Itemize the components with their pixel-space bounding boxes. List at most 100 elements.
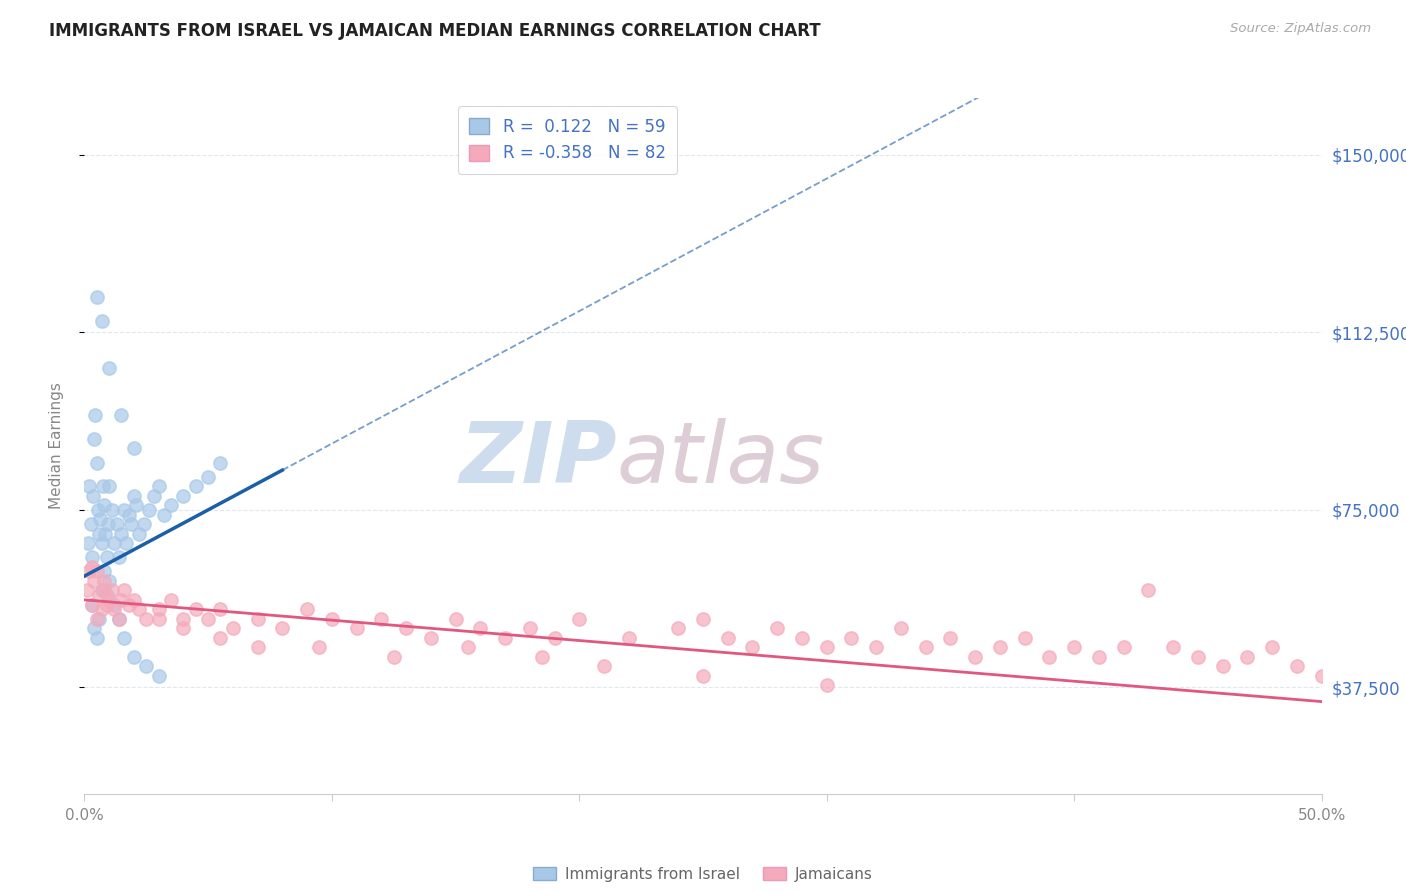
Point (914, 640, 936, 655)
Point (184, 479, 207, 493)
Point (89, 588, 111, 602)
Point (988, 640, 1011, 655)
Point (815, 678, 838, 692)
Point (100, 503, 122, 517)
Point (1285, 659, 1308, 673)
Point (86, 565, 108, 579)
Point (222, 621, 245, 635)
Point (209, 631, 232, 645)
Point (110, 592, 132, 607)
Point (86, 612, 108, 626)
Point (90, 313, 112, 327)
Point (93, 574, 115, 588)
Point (965, 649, 987, 664)
Point (90, 536, 112, 550)
Legend: Immigrants from Israel, Jamaicans: Immigrants from Israel, Jamaicans (527, 861, 879, 888)
Point (1063, 640, 1085, 655)
Point (148, 479, 170, 493)
Point (543, 631, 565, 645)
Point (346, 621, 368, 635)
Point (197, 469, 219, 483)
Point (148, 668, 170, 682)
Point (531, 649, 554, 664)
Point (666, 621, 689, 635)
Text: IMMIGRANTS FROM ISRAEL VS JAMAICAN MEDIAN EARNINGS CORRELATION CHART: IMMIGRANTS FROM ISRAEL VS JAMAICAN MEDIA… (49, 22, 821, 40)
Point (1236, 649, 1258, 664)
Point (593, 659, 616, 673)
Point (112, 503, 135, 517)
Point (568, 612, 591, 626)
Point (90, 602, 112, 616)
Point (108, 612, 131, 626)
Point (135, 659, 157, 673)
Point (470, 621, 492, 635)
Point (105, 517, 128, 532)
Point (1310, 668, 1333, 682)
Point (148, 602, 170, 616)
Point (766, 621, 789, 635)
Point (112, 631, 135, 645)
Point (172, 621, 194, 635)
Point (271, 621, 294, 635)
Point (135, 612, 157, 626)
Text: Source: ZipAtlas.com: Source: ZipAtlas.com (1230, 22, 1371, 36)
Point (84, 409, 107, 423)
Point (98, 574, 121, 588)
Point (83, 574, 105, 588)
Text: ZIP: ZIP (458, 418, 616, 501)
Point (184, 602, 207, 616)
Point (519, 621, 541, 635)
Point (122, 649, 145, 664)
Point (122, 592, 145, 607)
Point (103, 598, 125, 612)
Point (80, 550, 103, 565)
Point (138, 503, 160, 517)
Point (209, 456, 232, 470)
Point (370, 612, 392, 626)
Point (122, 489, 145, 503)
Point (246, 640, 269, 655)
Point (103, 602, 125, 616)
Point (83, 621, 105, 635)
Point (108, 612, 131, 626)
Point (160, 498, 183, 512)
Point (120, 517, 142, 532)
Y-axis label: Median Earnings: Median Earnings (49, 383, 63, 509)
Point (82, 489, 104, 503)
Point (77, 536, 100, 550)
Point (98, 592, 121, 607)
Point (865, 640, 887, 655)
Point (494, 631, 516, 645)
Point (125, 498, 148, 512)
Point (142, 489, 165, 503)
Point (457, 640, 479, 655)
Point (841, 631, 863, 645)
Text: atlas: atlas (616, 418, 824, 501)
Point (93, 583, 115, 598)
Point (209, 602, 232, 616)
Point (93, 565, 115, 579)
Point (1014, 631, 1036, 645)
Point (79, 479, 101, 493)
Point (295, 602, 318, 616)
Point (717, 631, 740, 645)
Point (308, 640, 330, 655)
Point (122, 442, 145, 456)
Point (160, 592, 183, 607)
Point (90, 583, 112, 598)
Point (1137, 583, 1160, 598)
Point (692, 612, 714, 626)
Point (79, 517, 101, 532)
Point (197, 612, 219, 626)
Point (89, 526, 111, 541)
Point (118, 598, 141, 612)
Point (80, 598, 103, 612)
Point (617, 631, 640, 645)
Point (118, 508, 141, 522)
Point (96, 598, 118, 612)
Point (148, 612, 170, 626)
Point (172, 489, 194, 503)
Point (395, 621, 418, 635)
Point (103, 536, 125, 550)
Point (246, 612, 269, 626)
